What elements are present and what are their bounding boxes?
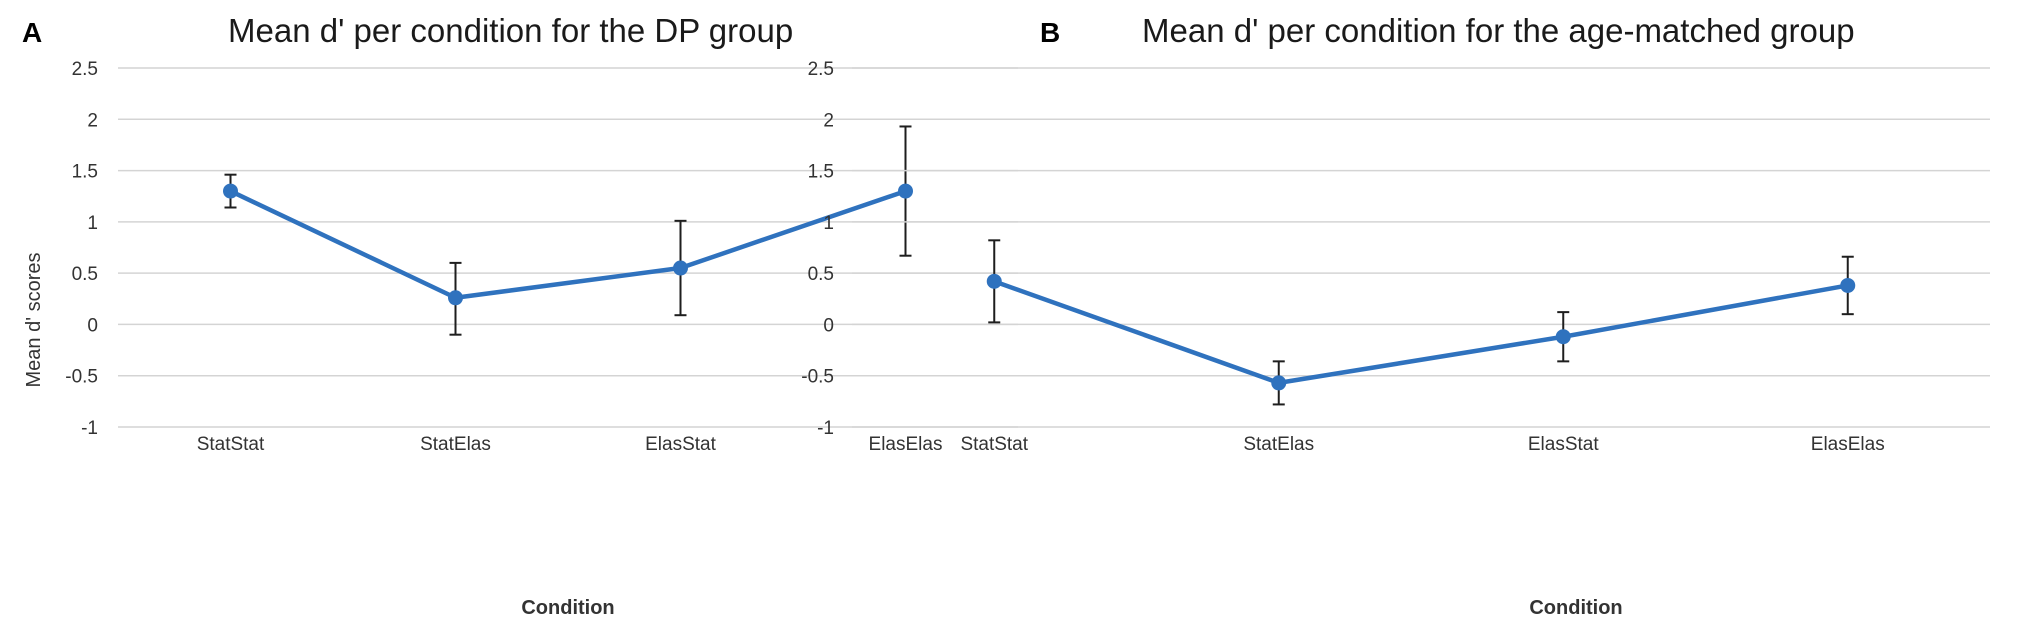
data-point-a: [673, 260, 688, 276]
data-point-b: [1840, 277, 1856, 293]
y-tick-label-a: 2: [87, 110, 98, 131]
panel-a: A Mean d' per condition for the DP group…: [22, 12, 1018, 619]
y-tick-label-a: 2.5: [72, 59, 98, 80]
y-tick-label-a: 0: [87, 315, 98, 336]
y-tick-label-b: 2: [823, 110, 834, 131]
y-axis-label-a: Mean d' scores: [23, 253, 45, 388]
x-tick-label-b: ElasStat: [1528, 434, 1599, 455]
y-tick-label-b: -1: [817, 418, 834, 439]
data-point-a: [223, 183, 238, 199]
y-tick-label-a: -1: [81, 418, 98, 439]
y-tick-label-b: 1: [823, 213, 834, 234]
data-point-a: [448, 290, 463, 306]
x-tick-label-b: ElasElas: [1811, 434, 1885, 455]
x-tick-label-a: StatElas: [420, 434, 491, 455]
gridlines-b: [852, 67, 1990, 428]
data-point-b: [1555, 329, 1571, 345]
y-tick-label-b: -0.5: [801, 367, 834, 388]
data-point-a: [898, 183, 913, 199]
x-axis-label-b: Condition: [1529, 597, 1622, 619]
panel-letter-a: A: [22, 17, 42, 48]
y-tick-label-b: 0: [823, 315, 834, 336]
x-tick-label-a: ElasElas: [869, 434, 943, 455]
y-tick-labels-a: -1 -0.5 0 0.5 1 1.5 2 2.5: [65, 59, 98, 439]
series-line-path-a: [228, 188, 908, 301]
x-tick-labels-b: StatStat StatElas ElasStat ElasElas: [960, 434, 1884, 455]
x-tick-label-a: ElasStat: [645, 434, 716, 455]
gridlines-a: [118, 67, 1018, 428]
series-line-b: [992, 279, 1850, 386]
y-tick-label-b: 1.5: [808, 162, 834, 183]
x-tick-label-b: StatStat: [960, 434, 1028, 455]
panel-letter-b: B: [1040, 17, 1060, 48]
y-tick-label-a: 0.5: [72, 264, 98, 285]
x-axis-label-a: Condition: [521, 597, 614, 619]
error-bars-a: [224, 125, 912, 336]
series-line-a: [228, 188, 908, 301]
panel-b: B Mean d' per condition for the age-matc…: [801, 12, 1990, 619]
y-tick-label-a: 1: [87, 213, 98, 234]
data-point-b: [1271, 375, 1287, 391]
chart-title-a: Mean d' per condition for the DP group: [228, 12, 793, 49]
x-tick-label-a: StatStat: [197, 434, 265, 455]
x-tick-label-b: StatElas: [1243, 434, 1314, 455]
data-points-a: [223, 183, 913, 306]
series-line-path-b: [992, 279, 1850, 386]
y-tick-labels-b: -1 -0.5 0 0.5 1 1.5 2 2.5: [801, 59, 834, 439]
x-tick-labels-a: StatStat StatElas ElasStat ElasElas: [197, 434, 943, 455]
y-tick-label-a: 1.5: [72, 162, 98, 183]
y-tick-label-b: 0.5: [808, 264, 834, 285]
chart-title-b: Mean d' per condition for the age-matche…: [1142, 12, 1855, 49]
data-points-b: [986, 273, 1856, 391]
data-point-b: [986, 273, 1002, 289]
y-tick-label-b: 2.5: [808, 59, 834, 80]
y-tick-label-a: -0.5: [65, 367, 98, 388]
error-bars-b: [988, 239, 1854, 406]
